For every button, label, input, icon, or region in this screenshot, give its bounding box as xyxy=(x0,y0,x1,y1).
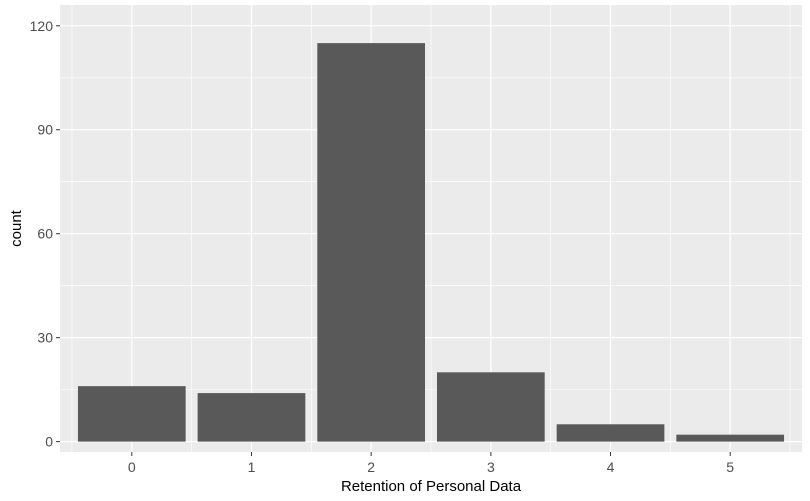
y-tick-label: 0 xyxy=(45,434,53,450)
x-axis-title: Retention of Personal Data xyxy=(341,478,522,495)
minor-gridlines xyxy=(60,5,802,452)
x-axis: 0 1 2 3 4 5 xyxy=(128,452,734,475)
y-tick-label: 30 xyxy=(37,330,53,346)
y-axis-title: count xyxy=(8,209,25,247)
x-tick-label: 4 xyxy=(607,459,615,475)
bar-2 xyxy=(317,43,426,442)
bars xyxy=(77,43,785,442)
x-tick-label: 5 xyxy=(726,459,734,475)
bar-5 xyxy=(676,434,785,442)
x-tick-label: 0 xyxy=(128,459,136,475)
bar-4 xyxy=(556,424,665,442)
x-tick-label: 3 xyxy=(487,459,495,475)
bar-1 xyxy=(197,393,306,442)
y-tick-label: 120 xyxy=(30,18,54,34)
x-tick-label: 1 xyxy=(248,459,256,475)
y-tick-label: 90 xyxy=(37,122,53,138)
bar-0 xyxy=(77,386,186,442)
y-tick-label: 60 xyxy=(37,226,53,242)
x-tick-label: 2 xyxy=(367,459,375,475)
y-axis: 0 30 60 90 120 xyxy=(30,18,60,450)
bar-3 xyxy=(436,372,545,442)
